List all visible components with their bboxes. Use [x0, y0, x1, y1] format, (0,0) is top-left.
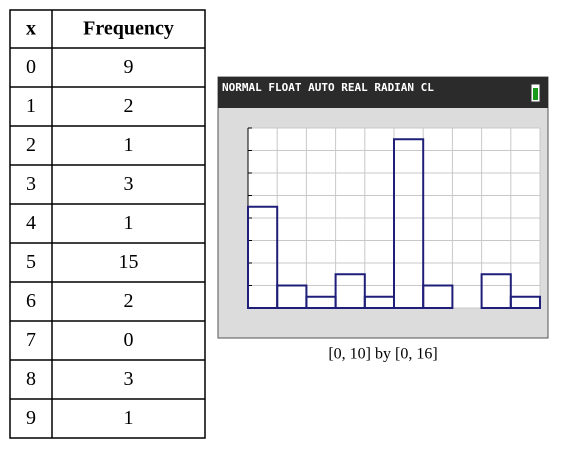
- table-cell: 0: [26, 56, 36, 78]
- table-cell: 8: [26, 368, 36, 390]
- table-cell: 3: [26, 173, 36, 195]
- page: NORMAL FLOAT AUTO REAL RADIAN CL [0, 10]…: [0, 0, 574, 445]
- status-text: NORMAL FLOAT AUTO REAL RADIAN CL: [222, 81, 434, 94]
- table-cell: 3: [124, 173, 134, 195]
- table-cell: 9: [26, 407, 36, 429]
- table-cell: 1: [124, 407, 134, 429]
- table-cell: 4: [26, 212, 36, 234]
- table-cell: 0: [124, 329, 134, 351]
- battery-level: [533, 88, 538, 100]
- table-cell: 2: [124, 290, 134, 312]
- table-cell: 6: [26, 290, 36, 312]
- table-cell: 1: [124, 134, 134, 156]
- figure: NORMAL FLOAT AUTO REAL RADIAN CL [0, 10]…: [0, 0, 574, 445]
- table-cell: 1: [124, 212, 134, 234]
- table-cell: 2: [124, 95, 134, 117]
- window-caption: [0, 10] by [0, 16]: [328, 346, 437, 363]
- header-cell: x: [26, 18, 36, 40]
- table-cell: 3: [124, 368, 134, 390]
- table-cell: 9: [124, 56, 134, 78]
- table-cell: 15: [119, 251, 139, 273]
- table-cell: 5: [26, 251, 36, 273]
- table-cell: 1: [26, 95, 36, 117]
- header-cell: Frequency: [83, 18, 174, 40]
- table-border: [10, 10, 205, 438]
- table-cell: 2: [26, 134, 36, 156]
- table-cell: 7: [26, 329, 36, 351]
